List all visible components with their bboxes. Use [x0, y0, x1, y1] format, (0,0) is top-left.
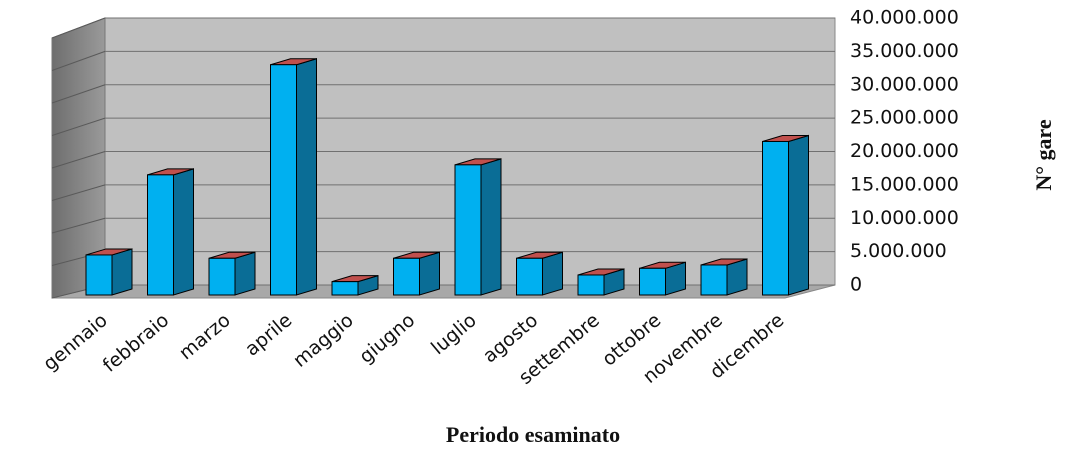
x-tick-label: febbraio: [99, 309, 174, 377]
bar: [700, 258, 748, 296]
bar: [577, 268, 625, 296]
bar: [454, 158, 502, 296]
y-tick-label: 10.000.000: [850, 207, 959, 229]
bar-front: [577, 274, 605, 296]
bar-front: [639, 267, 666, 296]
y-tick-label: 5.000.000: [850, 240, 947, 262]
y-tick-label: 30.000.000: [850, 73, 959, 95]
y-axis-title: N° gare: [1031, 119, 1056, 191]
bar-front: [454, 164, 482, 296]
bar-side: [480, 158, 502, 296]
x-tick-label: luglio: [427, 309, 481, 359]
bar: [762, 134, 809, 296]
bar: [147, 168, 194, 296]
x-tick-label: giugno: [355, 309, 419, 368]
x-axis-title: Periodo esaminato: [446, 422, 620, 447]
bar-side: [419, 251, 440, 296]
bar-side: [111, 248, 133, 296]
bar: [270, 58, 317, 296]
bar-front: [147, 174, 174, 296]
grid-line: [51, 50, 106, 71]
x-tick-label: marzo: [175, 309, 235, 364]
y-tick-label: 40.000.000: [850, 7, 959, 29]
bar-side: [234, 251, 256, 296]
bar: [639, 261, 686, 296]
grid-line: [51, 217, 106, 234]
bar: [331, 274, 379, 296]
bar-front: [85, 254, 113, 296]
bar-front: [208, 257, 236, 296]
y-tick-label: 0: [850, 274, 862, 296]
y-tick-label: 20.000.000: [850, 140, 959, 162]
bar-side: [788, 134, 809, 296]
bar-side: [296, 58, 317, 296]
bar-front: [393, 257, 420, 296]
bar-front: [762, 140, 789, 296]
bar-front: [270, 64, 297, 296]
bar: [516, 251, 563, 296]
bar: [85, 248, 133, 296]
bar-side: [173, 168, 194, 296]
x-tick-label: maggio: [289, 309, 358, 372]
grid-line: [51, 17, 106, 39]
x-tick-label: gennaio: [39, 309, 112, 375]
bar: [393, 251, 440, 296]
grid-line: [51, 84, 106, 104]
x-tick-label: aprile: [241, 309, 296, 360]
bar-front: [516, 257, 543, 296]
bar-front: [331, 281, 359, 296]
y-tick-label: 15.000.000: [850, 173, 959, 195]
bar-side: [542, 251, 563, 296]
grid-line: [51, 184, 106, 201]
grid-line: [51, 151, 106, 169]
bar: [208, 251, 256, 296]
grid-line: [51, 117, 106, 136]
y-tick-label: 35.000.000: [850, 40, 959, 62]
bar-front: [700, 264, 728, 296]
y-tick-label: 25.000.000: [850, 107, 959, 129]
